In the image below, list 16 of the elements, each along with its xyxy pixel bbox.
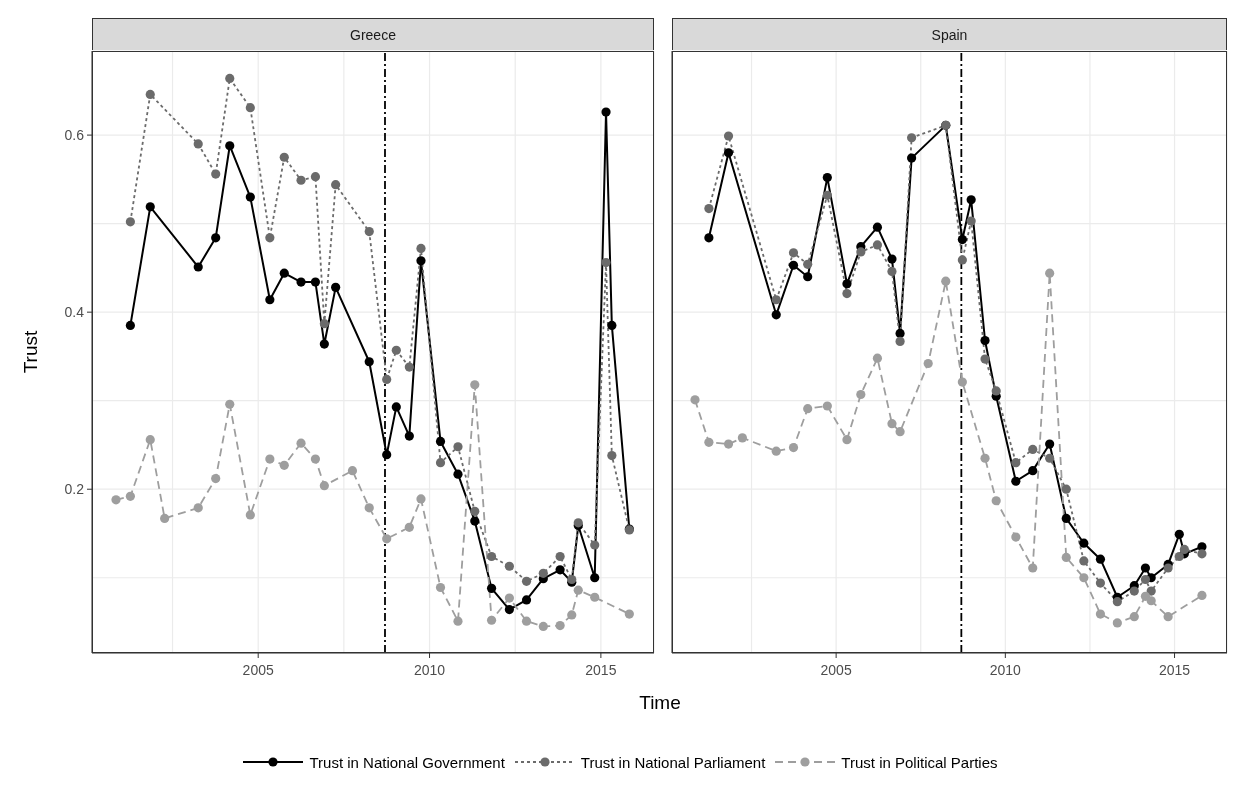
chart-title: Greece [350,26,396,43]
legend-label: Trust in National Government [309,753,505,771]
x-tick-label: 2005 [820,662,852,678]
x-tick-label: 2015 [1158,662,1191,678]
y-axis-title: Trust [20,330,42,374]
y-tick-label: 0.6 [64,127,85,144]
x-tick-label: 2005 [242,662,274,678]
x-tick-label: 2015 [585,662,617,678]
x-axis-title: Time [639,692,681,714]
x-tick-label: 2010 [413,662,446,678]
x-tick-label: 2010 [989,662,1022,678]
y-tick-label: 0.2 [64,481,85,498]
chart-title: Spain [931,26,968,43]
legend-label: Trust in Political Parties [841,753,998,771]
legend-label: Trust in National Parliament [580,753,766,771]
y-tick-label: 0.4 [64,304,85,321]
